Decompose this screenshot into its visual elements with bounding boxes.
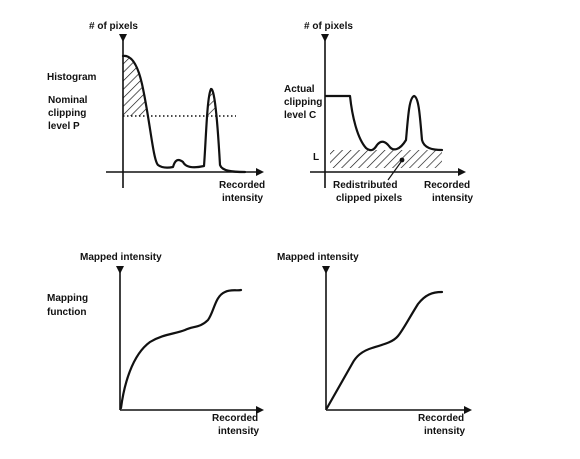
clipped-clip-label-2: clipping xyxy=(284,97,322,108)
histogram-clip-label-2: clipping xyxy=(48,108,86,119)
mapping-right-panel: Mapped intensity Recorded intensity xyxy=(277,252,472,437)
redistributed-pointer-dot xyxy=(399,157,405,163)
mapping-right-x-axis-label-1: Recorded xyxy=(418,413,464,424)
redistributed-label-2: clipped pixels xyxy=(336,193,403,204)
mapping-left-panel: Mapped intensity Mapping function Record… xyxy=(47,252,264,437)
clipped-clip-label-3: level C xyxy=(284,110,316,121)
histogram-panel: # of pixels Histogram Nominal clipping l… xyxy=(47,21,265,204)
mapping-left-x-axis-label-2: intensity xyxy=(218,426,260,437)
mapping-right-x-axis-label-2: intensity xyxy=(424,426,466,437)
mapping-left-x-axis-label-1: Recorded xyxy=(212,413,258,424)
histogram-curve xyxy=(121,54,247,174)
histogram-x-axis-label-2: intensity xyxy=(222,193,264,204)
mapping-left-y-axis-label: Mapped intensity xyxy=(80,252,162,263)
redistributed-band-hatch xyxy=(330,150,442,168)
clipped-y-axis-label: # of pixels xyxy=(304,21,353,32)
redistributed-pointer xyxy=(387,161,402,181)
mapping-right-y-axis-label: Mapped intensity xyxy=(277,252,359,263)
redistributed-label-1: Redistributed xyxy=(333,180,397,191)
mapping-function-label-2: function xyxy=(47,307,86,318)
mapping-left-curve xyxy=(119,288,243,410)
histogram-clip-label-3: level P xyxy=(48,121,80,132)
clipped-histogram-curve xyxy=(324,94,444,152)
histogram-curve-label: Histogram xyxy=(47,72,97,83)
histogram-x-axis-label-1: Recorded xyxy=(219,180,265,191)
clipped-histogram-panel: # of pixels Actual clipping level C L Re… xyxy=(284,21,474,204)
clipped-x-axis-label-1: Recorded xyxy=(424,180,470,191)
histogram-y-axis-label: # of pixels xyxy=(89,21,138,32)
mapping-function-label-1: Mapping xyxy=(47,293,88,304)
histogram-clip-label-1: Nominal xyxy=(48,95,88,106)
clipped-clip-label-1: Actual xyxy=(284,84,315,95)
redistribution-level-label: L xyxy=(313,152,319,163)
mapping-right-curve xyxy=(325,290,444,410)
clipped-x-axis-label-2: intensity xyxy=(432,193,474,204)
